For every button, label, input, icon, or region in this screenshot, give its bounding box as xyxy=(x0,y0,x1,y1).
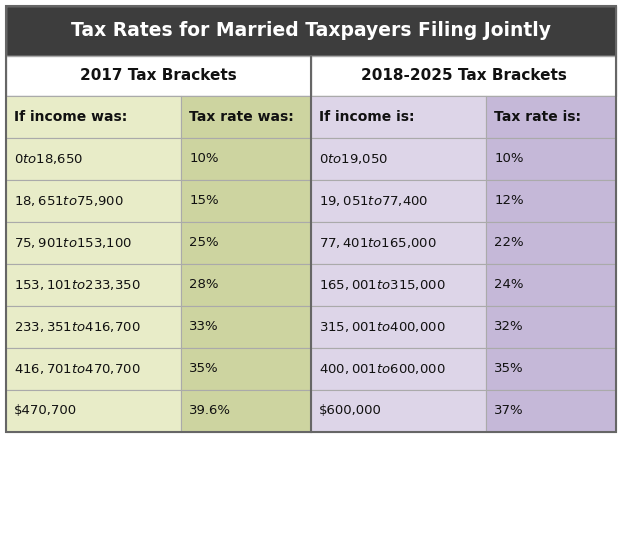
Text: 15%: 15% xyxy=(189,194,219,208)
Bar xyxy=(311,138,486,180)
Text: If income was:: If income was: xyxy=(14,110,128,124)
Text: $19,051 to $77,400: $19,051 to $77,400 xyxy=(319,194,429,208)
Text: $165,001 to $315,000: $165,001 to $315,000 xyxy=(319,278,445,292)
Bar xyxy=(6,348,182,390)
Bar xyxy=(182,264,311,306)
Text: $0 to $19,050: $0 to $19,050 xyxy=(319,152,388,166)
Text: $416,701 to $470,700: $416,701 to $470,700 xyxy=(14,362,141,376)
Text: 12%: 12% xyxy=(494,194,524,208)
Text: Tax rate is:: Tax rate is: xyxy=(494,110,582,124)
Bar xyxy=(486,306,616,348)
Text: 22%: 22% xyxy=(494,237,524,249)
Bar xyxy=(6,264,182,306)
Bar xyxy=(311,306,486,348)
Bar xyxy=(486,222,616,264)
Bar xyxy=(182,138,311,180)
Text: Tax Rates for Married Taxpayers Filing Jointly: Tax Rates for Married Taxpayers Filing J… xyxy=(71,21,551,41)
Text: 35%: 35% xyxy=(494,363,524,375)
Bar xyxy=(6,56,311,96)
Bar xyxy=(486,348,616,390)
Bar xyxy=(486,390,616,432)
Bar xyxy=(311,222,486,264)
Text: $77,401 to $165,000: $77,401 to $165,000 xyxy=(319,236,437,250)
Bar xyxy=(6,222,182,264)
Text: $233,351 to $416,700: $233,351 to $416,700 xyxy=(14,320,141,334)
Text: $470,700: $470,700 xyxy=(14,404,77,418)
Text: 25%: 25% xyxy=(189,237,219,249)
Bar xyxy=(6,6,616,56)
Bar xyxy=(182,180,311,222)
Text: $315,001 to $400,000: $315,001 to $400,000 xyxy=(319,320,445,334)
Bar xyxy=(311,56,616,96)
Bar xyxy=(311,180,486,222)
Bar xyxy=(311,96,486,138)
Text: 32%: 32% xyxy=(494,320,524,334)
Text: 24%: 24% xyxy=(494,279,524,292)
Bar xyxy=(311,348,486,390)
Text: $75,901 to $153,100: $75,901 to $153,100 xyxy=(14,236,132,250)
Bar xyxy=(486,96,616,138)
Text: $600,000: $600,000 xyxy=(319,404,382,418)
Text: 10%: 10% xyxy=(494,153,524,166)
Text: 33%: 33% xyxy=(189,320,219,334)
Text: 2018-2025 Tax Brackets: 2018-2025 Tax Brackets xyxy=(361,68,567,83)
Bar xyxy=(311,264,486,306)
Text: 35%: 35% xyxy=(189,363,219,375)
Bar xyxy=(182,348,311,390)
Bar xyxy=(6,6,616,432)
Bar xyxy=(182,306,311,348)
Text: 10%: 10% xyxy=(189,153,219,166)
Bar xyxy=(6,96,182,138)
Text: 2017 Tax Brackets: 2017 Tax Brackets xyxy=(80,68,237,83)
Bar xyxy=(6,180,182,222)
Bar xyxy=(6,306,182,348)
Bar xyxy=(182,222,311,264)
Text: $400,001 to $600,000: $400,001 to $600,000 xyxy=(319,362,445,376)
Text: Tax rate was:: Tax rate was: xyxy=(189,110,294,124)
Bar xyxy=(486,138,616,180)
Bar xyxy=(486,180,616,222)
Bar xyxy=(486,264,616,306)
Text: $0 to $18,650: $0 to $18,650 xyxy=(14,152,83,166)
Bar xyxy=(6,390,182,432)
Text: If income is:: If income is: xyxy=(319,110,414,124)
Text: 39.6%: 39.6% xyxy=(189,404,231,418)
Text: 37%: 37% xyxy=(494,404,524,418)
Bar xyxy=(6,138,182,180)
Bar xyxy=(182,390,311,432)
Text: $153,101 to $233,350: $153,101 to $233,350 xyxy=(14,278,141,292)
Text: 28%: 28% xyxy=(189,279,219,292)
Bar xyxy=(182,96,311,138)
Text: $18,651 to $75,900: $18,651 to $75,900 xyxy=(14,194,124,208)
Bar xyxy=(311,390,486,432)
